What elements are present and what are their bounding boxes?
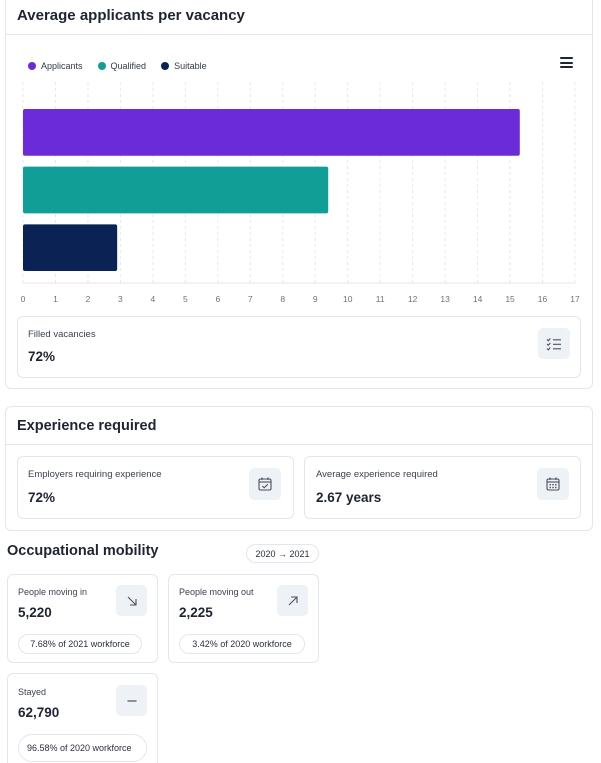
legend-label-suitable: Suitable [174,61,207,71]
moving-out-value: 2,225 [179,605,213,620]
employers-experience-label: Employers requiring experience [28,469,162,480]
moving-in-value: 5,220 [18,605,52,620]
legend-item-suitable[interactable]: Suitable [161,61,207,71]
moving-in-label: People moving in [18,587,88,597]
applicants-bar-chart: 0 1 2 3 4 5 6 7 8 9 10 11 12 13 14 15 16 17 [21,82,580,304]
x-tick-label: 4 [151,294,156,304]
legend-dot-suitable [161,62,170,70]
chart-legend: Applicants Qualified Suitable [28,61,222,71]
chart-menu-icon[interactable] [560,57,573,68]
average-experience-label: Average experience required [316,469,438,480]
experience-card-title: Experience required [17,418,157,434]
x-tick-label: 6 [215,294,220,304]
legend-item-qualified[interactable]: Qualified [97,61,147,71]
legend-item-applicants[interactable]: Applicants [28,61,83,71]
moving-out-note: 3.42% of 2020 workforce [179,634,305,654]
x-tick-label: 0 [21,294,26,304]
x-tick-label: 15 [505,294,515,304]
moving-in-note: 7.68% of 2021 workforce [18,634,142,654]
stayed-value: 62,790 [18,705,60,720]
x-tick-label: 12 [408,294,418,304]
checklist-icon [538,328,570,359]
x-tick-label: 5 [183,294,188,304]
x-tick-label: 10 [343,294,353,304]
x-tick-label: 13 [440,294,450,304]
bar-qualified[interactable] [23,166,329,214]
x-tick-label: 2 [86,294,91,304]
x-tick-label: 16 [538,294,548,304]
average-experience-box [304,456,581,519]
employers-experience-box [17,456,294,519]
arrow-down-right-icon [116,585,147,616]
legend-dot-applicants [28,62,36,70]
bar-applicants[interactable] [23,109,520,156]
calendar-grid-icon [537,468,569,500]
applicants-card-divider [6,34,592,35]
stayed-note: 96.58% of 2020 workforce [18,734,147,762]
minus-icon [116,685,147,716]
x-tick-label: 11 [376,294,385,304]
mobility-title: Occupational mobility [7,543,159,559]
filled-vacancies-label: Filled vacancies [28,329,96,340]
x-tick-label: 3 [118,294,123,304]
legend-label-qualified: Qualified [110,61,147,71]
x-tick-label: 7 [248,294,253,304]
employers-experience-value: 72% [28,490,56,505]
arrow-up-right-icon [277,585,308,616]
filled-vacancies-box [17,316,581,378]
experience-card-divider [6,444,592,445]
stayed-label: Stayed [18,687,47,697]
mobility-period-badge: 2020 → 2021 [246,544,319,563]
x-tick-label: 8 [280,294,285,304]
x-tick-label: 14 [473,294,483,304]
bar-suitable[interactable] [23,224,118,272]
legend-dot-qualified [97,62,106,70]
applicants-card-title: Average applicants per vacancy [17,7,245,24]
x-tick-label: 17 [570,294,580,304]
calendar-check-icon [249,468,281,500]
moving-out-label: People moving out [179,587,254,597]
legend-label-applicants: Applicants [41,61,83,71]
average-experience-value: 2.67 years [316,490,382,505]
filled-vacancies-value: 72% [28,349,56,364]
x-tick-label: 9 [313,294,318,304]
x-tick-label: 1 [53,294,58,304]
